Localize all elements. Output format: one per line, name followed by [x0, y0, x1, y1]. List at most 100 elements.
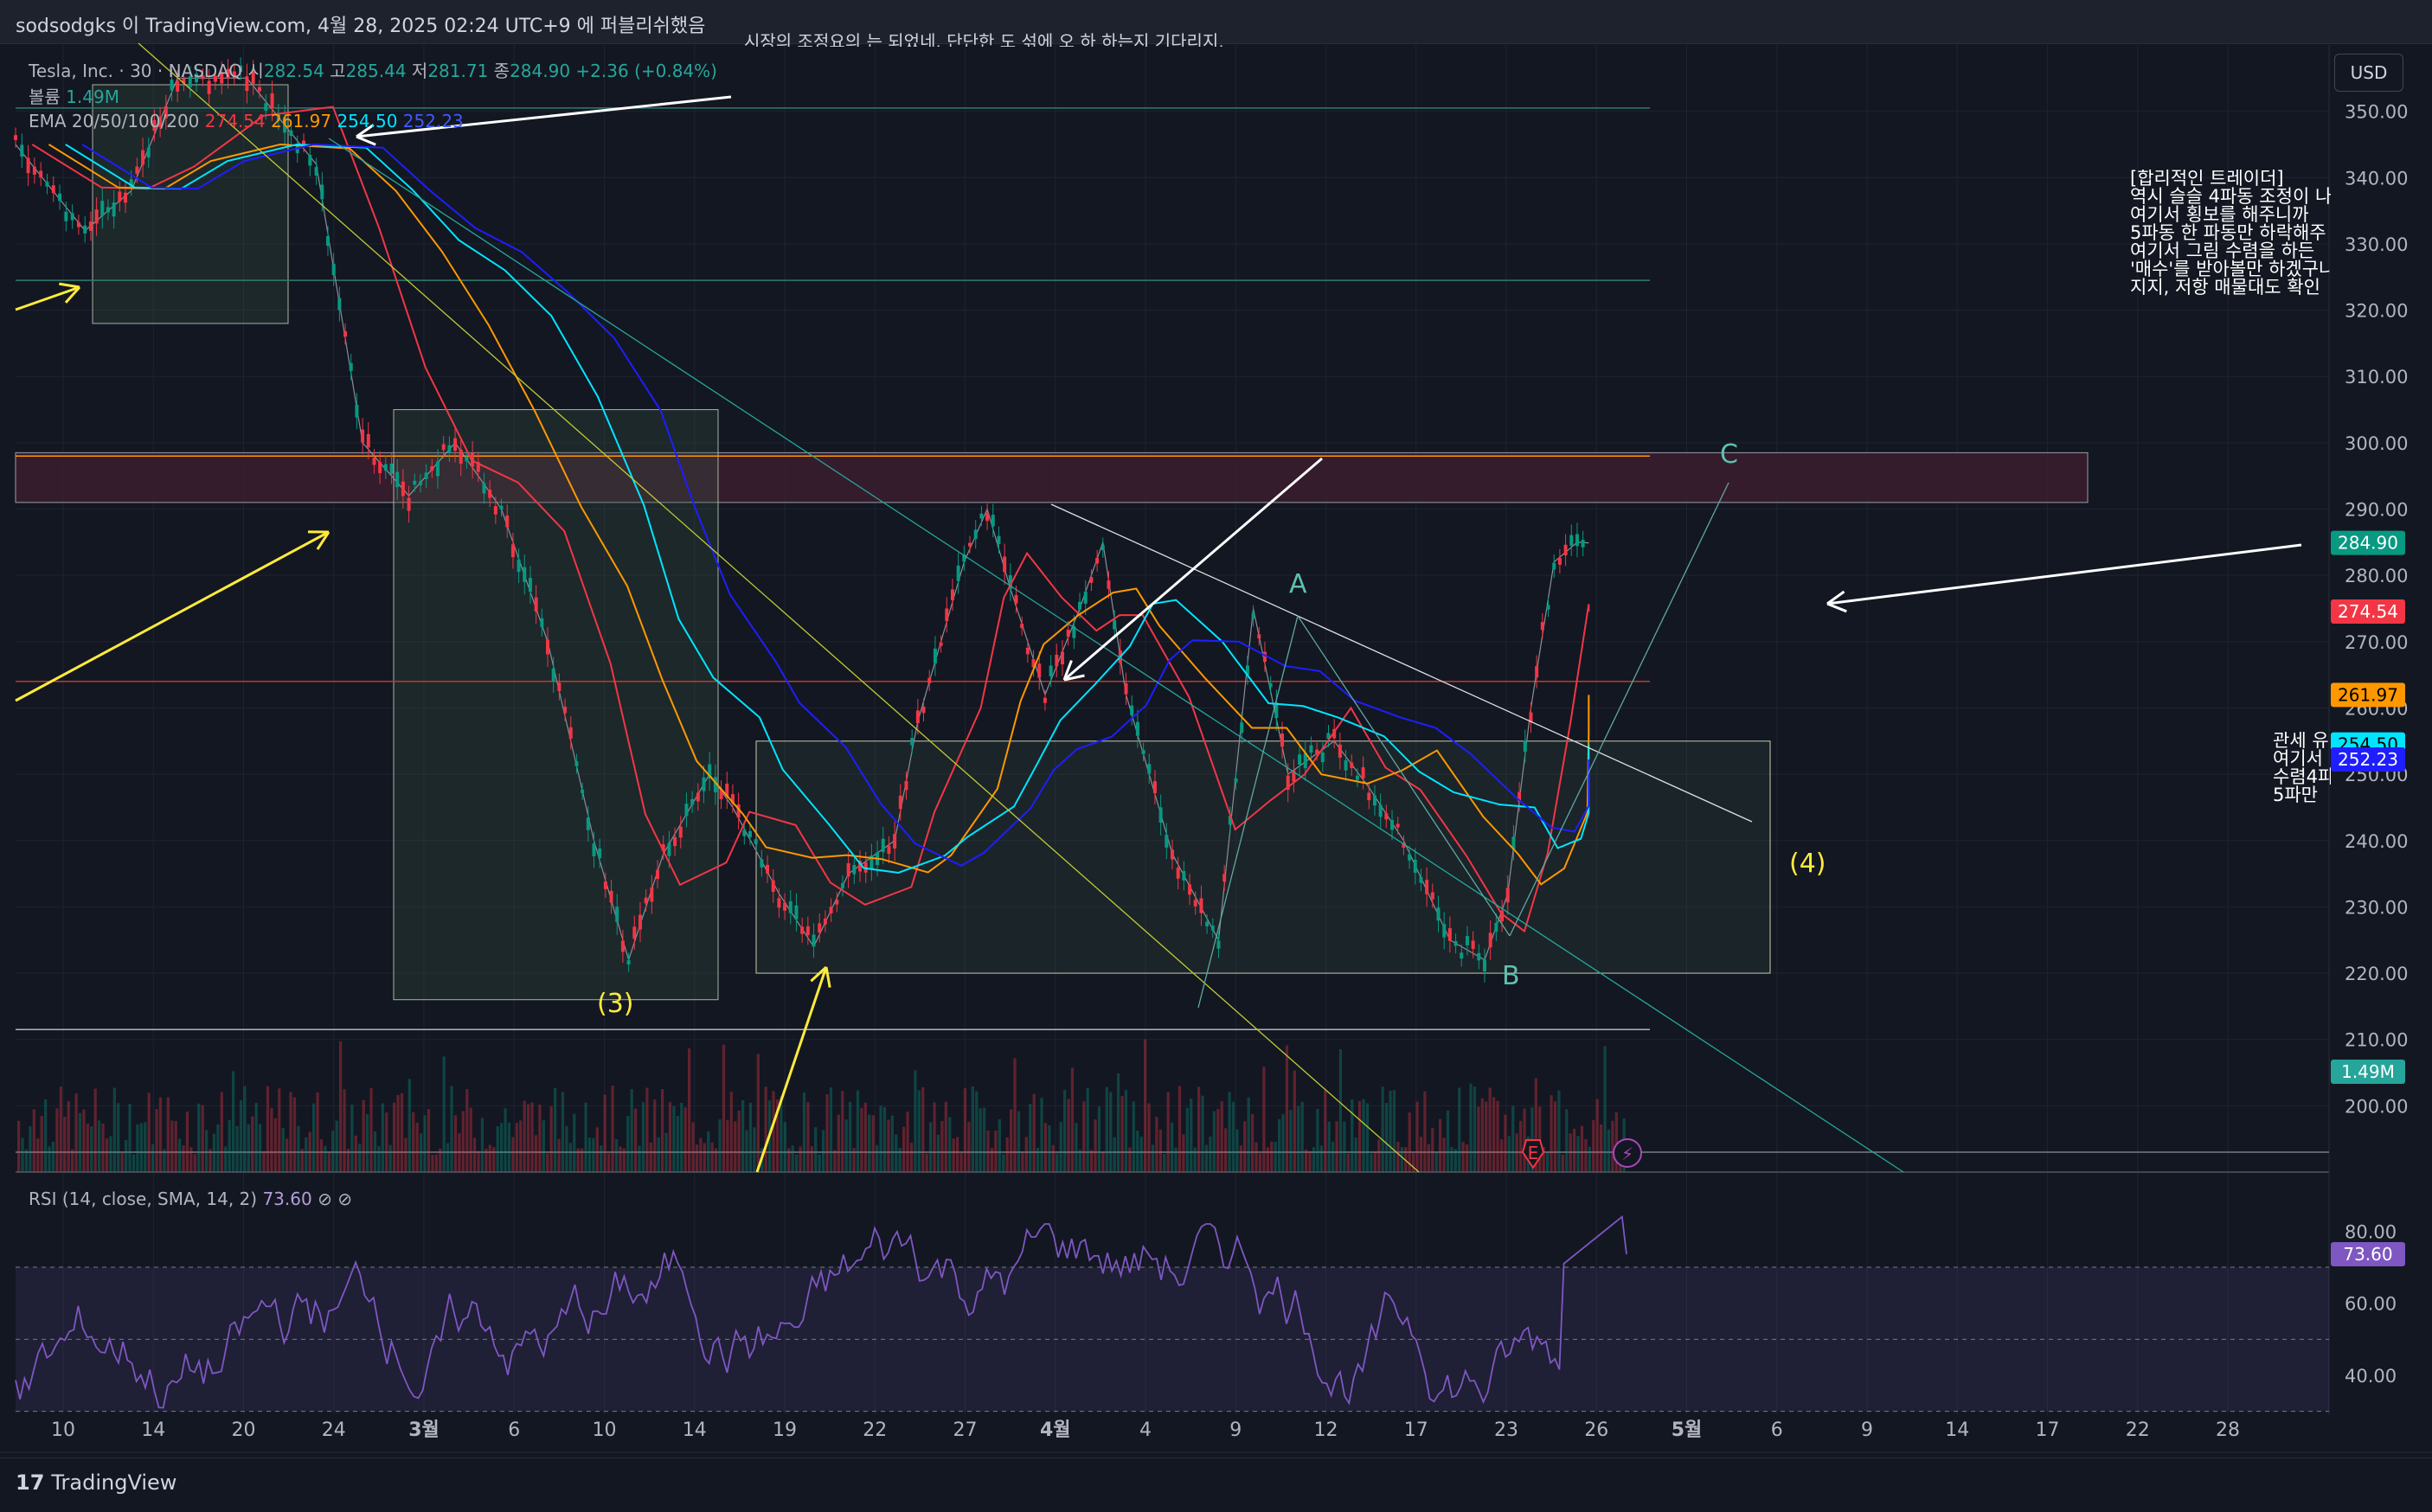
settings-icon[interactable]: ⊘ — [337, 1188, 352, 1209]
candle-body — [760, 859, 763, 867]
candle-body — [927, 678, 931, 683]
volume-bar — [259, 1124, 261, 1172]
price-chart[interactable]: ABC(3)(4)E⚡200.00210.00220.00230.00240.0… — [0, 0, 2432, 1458]
time-tick-label: 27 — [953, 1419, 978, 1441]
volume-bar — [197, 1104, 200, 1172]
volume-bar — [1557, 1091, 1560, 1172]
volume-bar — [301, 1149, 304, 1172]
ema-legend[interactable]: EMA 20/50/100/200 274.54 261.97 254.50 2… — [29, 111, 464, 131]
price-badge-label: 252.23 — [2338, 749, 2398, 770]
volume-bar — [1056, 1154, 1058, 1172]
ema50-value: 261.97 — [271, 111, 331, 131]
volume-bar — [883, 1107, 886, 1172]
volume-bar — [17, 1121, 20, 1172]
volume-bar — [412, 1112, 414, 1172]
candle-body — [264, 103, 267, 111]
candle-body — [425, 472, 428, 479]
volume-bar — [282, 1128, 285, 1172]
volume-bar — [363, 1100, 365, 1172]
candle-body — [1199, 898, 1203, 913]
volume-bar — [1481, 1099, 1484, 1172]
currency-button[interactable]: USD — [2334, 54, 2403, 92]
candle-body — [1055, 655, 1058, 666]
volume-bar — [286, 1138, 288, 1172]
arrow-head — [1827, 604, 1846, 612]
volume-bar — [910, 1143, 913, 1172]
volume-bar — [718, 1119, 721, 1172]
candle-body — [546, 640, 549, 655]
candle-body — [1547, 605, 1550, 609]
volume-bar — [535, 1135, 537, 1172]
volume-bar — [489, 1144, 491, 1172]
volume-bar — [194, 1154, 196, 1172]
symbol-legend[interactable]: Tesla, Inc. · 30 · NASDAQ 시282.54 고285.4… — [29, 57, 717, 82]
candle-body — [326, 236, 330, 246]
candle-body — [1003, 556, 1006, 572]
candle-body — [1442, 924, 1446, 937]
candle-body — [1142, 750, 1145, 754]
volume-bar — [1584, 1139, 1587, 1172]
volume-bar — [519, 1120, 522, 1172]
volume-bar — [1305, 1150, 1307, 1172]
volume-bar — [55, 1108, 58, 1172]
volume-bar — [1010, 1110, 1012, 1172]
volume-bar — [940, 1121, 943, 1172]
candle-body — [523, 567, 526, 582]
candle-body — [1390, 820, 1394, 830]
price-tick-label: 280.00 — [2345, 566, 2408, 586]
candle-body — [1188, 884, 1191, 894]
volume-bar — [872, 1115, 875, 1172]
volume-bar — [1101, 1151, 1104, 1172]
price-badge-label: 284.90 — [2338, 533, 2398, 554]
volume-bar — [849, 1102, 851, 1172]
candle-body — [1136, 722, 1139, 736]
volume-bar — [155, 1109, 157, 1172]
rsi-badge-label: 73.60 — [2343, 1244, 2392, 1265]
volume-bar — [891, 1116, 894, 1172]
volume-bar — [312, 1104, 315, 1172]
candle-body — [748, 831, 752, 837]
hide-icon[interactable]: ⊘ — [318, 1188, 332, 1209]
volume-bar — [247, 1124, 250, 1172]
candle-body — [1049, 665, 1053, 676]
rsi-legend[interactable]: RSI (14, close, SMA, 14, 2) 73.60 ⊘ ⊘ — [29, 1188, 352, 1209]
candle-body — [442, 444, 446, 450]
candle-body — [940, 643, 943, 646]
volume-bar — [182, 1145, 184, 1172]
volume-bar — [355, 1136, 357, 1172]
candle-body — [535, 598, 538, 612]
volume-bar — [1592, 1120, 1595, 1172]
volume-bar — [117, 1103, 119, 1172]
volume-bar — [1133, 1101, 1135, 1172]
candle-body — [910, 738, 914, 745]
volume-bar — [41, 1116, 43, 1172]
candle-body — [882, 839, 885, 853]
volume-bar — [1508, 1136, 1511, 1172]
volume-bar — [979, 1108, 982, 1172]
candle-body — [679, 827, 683, 838]
volume-bar — [1374, 1152, 1376, 1172]
low-value: 281.71 — [427, 61, 488, 81]
candle-body — [552, 669, 555, 682]
volume-bar — [255, 1103, 258, 1172]
open-value: 282.54 — [264, 61, 324, 81]
volume-bar — [121, 1153, 124, 1172]
volume-bar — [443, 1056, 446, 1172]
volume-bar — [224, 1146, 227, 1172]
volume-bar — [1163, 1154, 1165, 1172]
volume-bar — [21, 1137, 23, 1172]
volume-legend[interactable]: 볼륨 1.49M — [29, 83, 119, 108]
volume-bar — [25, 1150, 28, 1172]
volume-bar — [481, 1118, 484, 1172]
volume-bar — [393, 1103, 395, 1172]
candle-body — [1419, 877, 1422, 883]
volume-bar — [1377, 1139, 1380, 1172]
candle-body — [33, 167, 36, 175]
price-tick-label: 290.00 — [2345, 500, 2408, 521]
volume-bar — [431, 1155, 433, 1172]
volume-bar — [450, 1086, 452, 1172]
close-value: 284.90 — [510, 61, 570, 81]
volume-bar — [1366, 1103, 1369, 1172]
candle-body — [610, 891, 613, 903]
